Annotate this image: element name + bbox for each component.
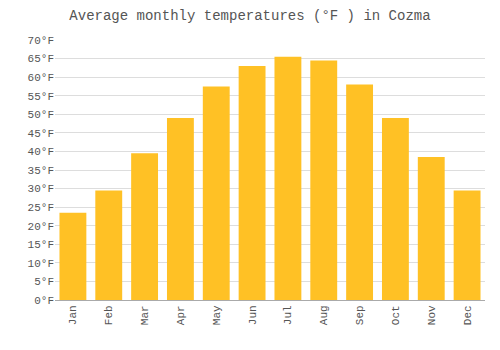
svg-text:Aug: Aug (318, 305, 330, 325)
svg-text:0°F: 0°F (34, 295, 54, 307)
svg-text:Jan: Jan (67, 305, 79, 325)
svg-text:55°F: 55°F (28, 91, 54, 103)
svg-text:45°F: 45°F (28, 128, 54, 140)
svg-text:50°F: 50°F (28, 109, 54, 121)
svg-text:Jul: Jul (282, 305, 294, 325)
svg-text:20°F: 20°F (28, 221, 54, 233)
svg-text:40°F: 40°F (28, 146, 54, 158)
svg-text:Nov: Nov (426, 305, 438, 325)
svg-text:25°F: 25°F (28, 202, 54, 214)
svg-text:May: May (211, 305, 223, 325)
svg-text:30°F: 30°F (28, 183, 54, 195)
svg-text:70°F: 70°F (28, 35, 54, 47)
svg-text:5°F: 5°F (34, 276, 54, 288)
svg-text:15°F: 15°F (28, 239, 54, 251)
svg-text:Dec: Dec (462, 305, 474, 325)
svg-text:Sep: Sep (354, 305, 366, 325)
svg-text:65°F: 65°F (28, 53, 54, 65)
svg-text:Feb: Feb (103, 305, 115, 325)
svg-text:Average monthly temperatures (: Average monthly temperatures (°F ) in Co… (69, 8, 430, 24)
svg-text:Jun: Jun (247, 305, 259, 325)
svg-text:Apr: Apr (175, 305, 187, 325)
svg-text:Oct: Oct (390, 305, 402, 325)
svg-text:10°F: 10°F (28, 258, 54, 270)
svg-text:Mar: Mar (139, 305, 151, 325)
svg-text:60°F: 60°F (28, 72, 54, 84)
svg-text:35°F: 35°F (28, 165, 54, 177)
